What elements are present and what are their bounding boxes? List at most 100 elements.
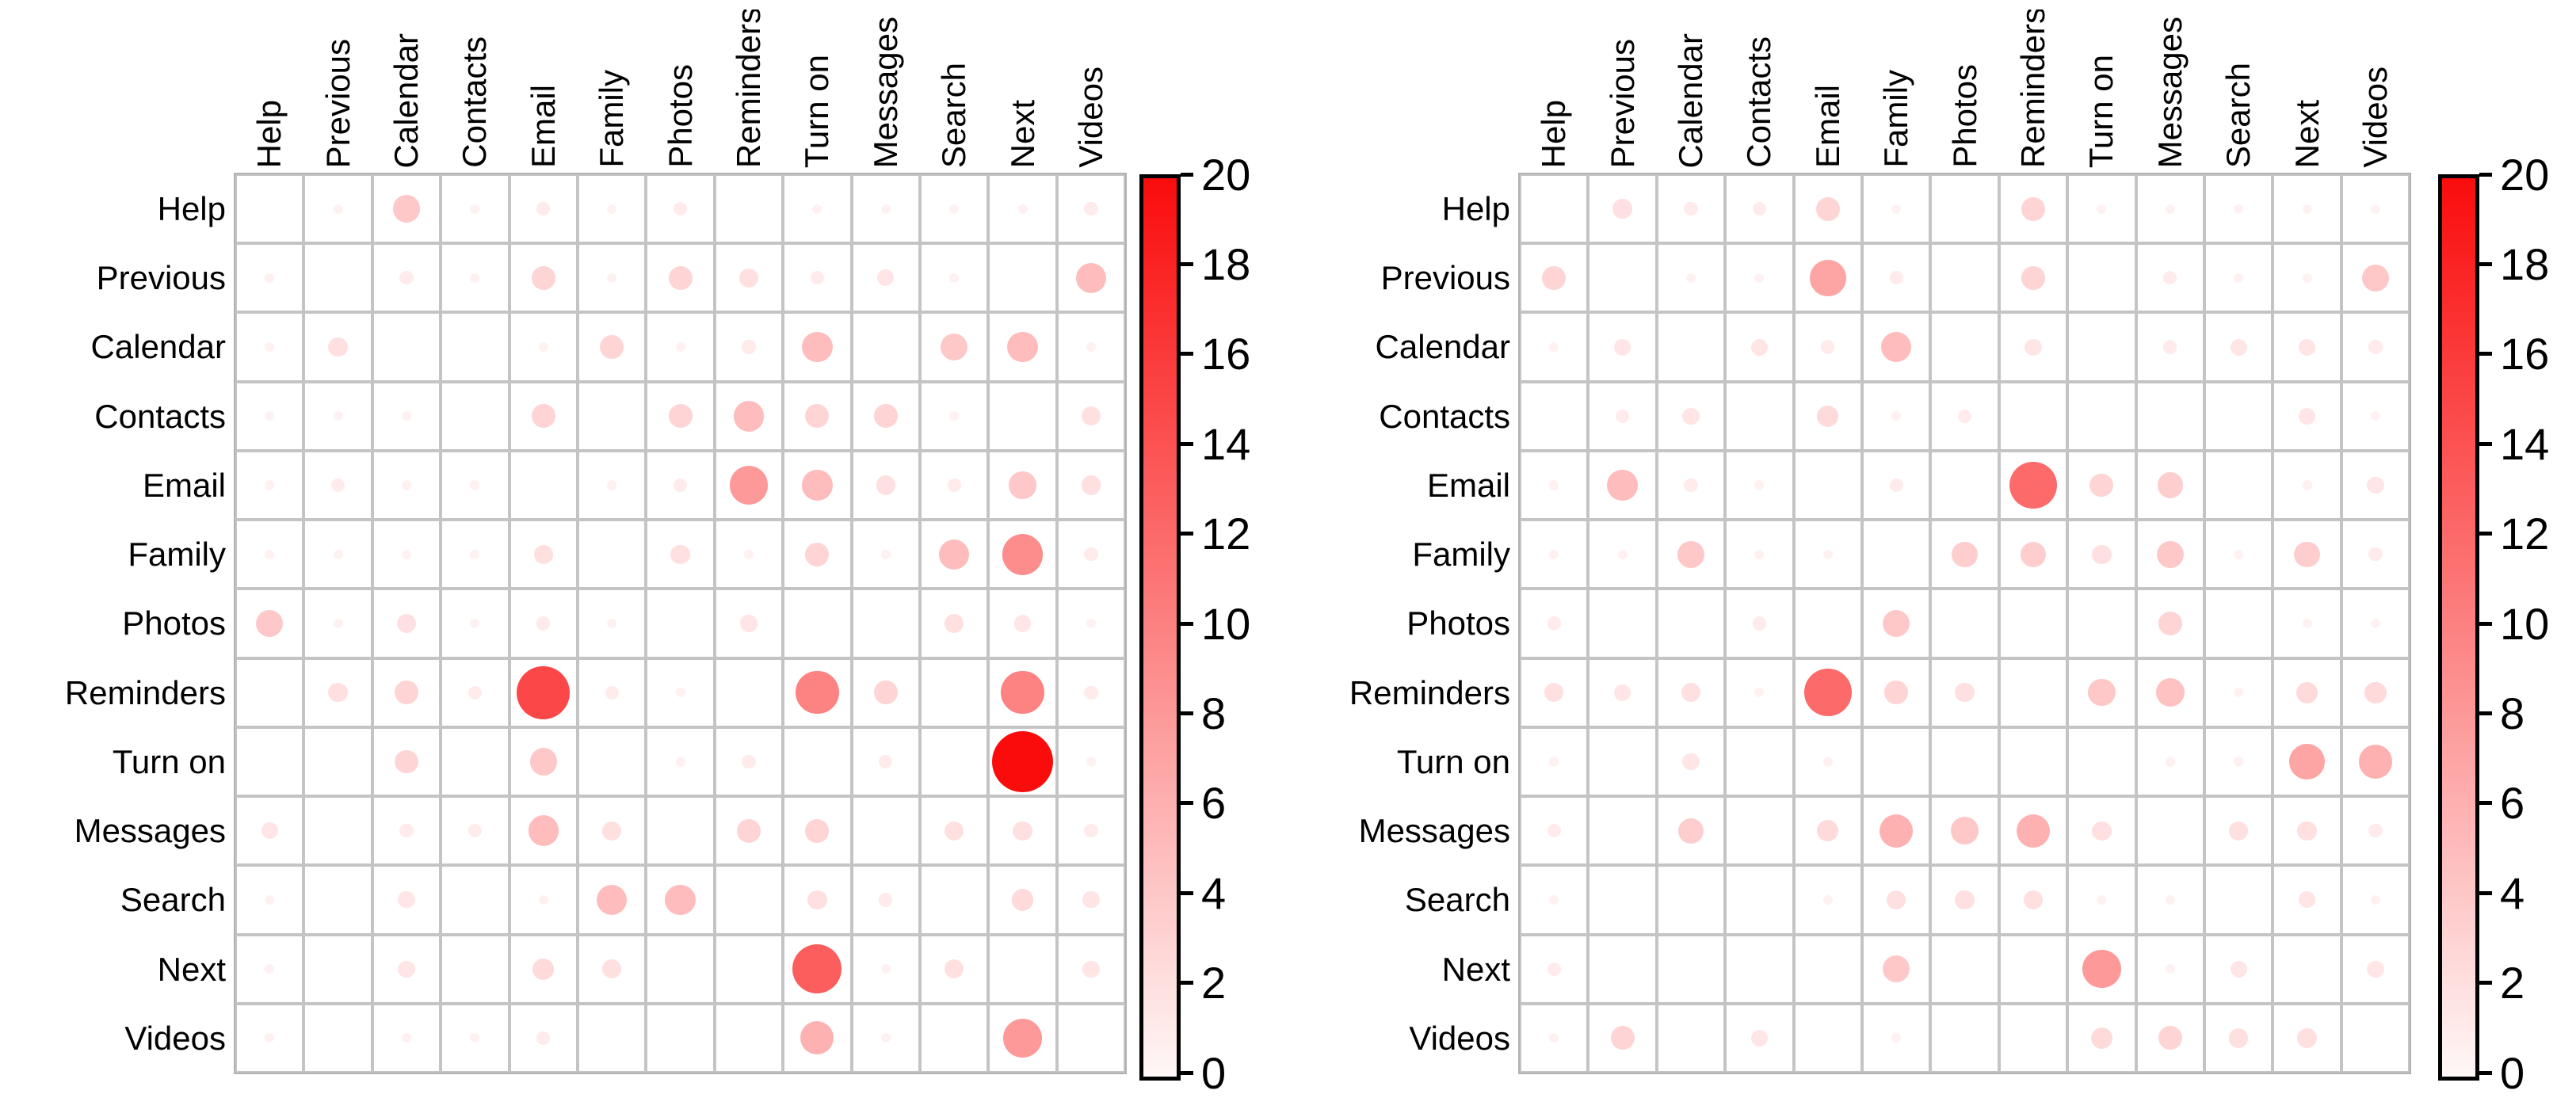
matrix-cell: [2204, 865, 2273, 935]
bubble: [2097, 204, 2107, 214]
matrix-cell: [509, 796, 578, 866]
row-label-turn-on: Turn on: [1396, 742, 1510, 780]
matrix-cell: [920, 450, 989, 520]
bubble: [1607, 470, 1638, 501]
matrix-cell: [1056, 934, 1126, 1004]
bubble: [1547, 824, 1561, 838]
matrix-cell: [1793, 726, 1862, 797]
colorbar-tick-label: 10: [2500, 598, 2550, 649]
matrix-cell: [2067, 312, 2136, 382]
matrix-cell: [1862, 1003, 1931, 1073]
bubble: [1086, 618, 1097, 629]
bubble: [740, 615, 758, 632]
matrix-cell: [2135, 381, 2204, 451]
colorbar-tick: [2479, 532, 2492, 536]
matrix-cell: [1930, 312, 1999, 382]
column-label-text: Next: [1003, 99, 1041, 168]
bubble: [1682, 753, 1700, 770]
matrix-cell: [2204, 1003, 2273, 1073]
matrix-cell: [2204, 381, 2273, 451]
column-label-text: Contacts: [456, 36, 494, 168]
colorbar-tick-label: 12: [1201, 509, 1251, 559]
bubble: [1821, 340, 1835, 354]
matrix-cell: [2135, 934, 2204, 1004]
bubble: [396, 613, 417, 634]
matrix-cell: [2135, 658, 2204, 727]
column-label-contacts: Contacts: [1725, 10, 1793, 168]
matrix-cell: [1930, 450, 1999, 520]
matrix-cell: [1656, 934, 1726, 1004]
bubble: [1081, 475, 1101, 495]
bubble: [675, 341, 685, 353]
bubble: [812, 204, 822, 214]
bubble: [2368, 824, 2383, 838]
matrix-cell: [235, 243, 304, 313]
matrix-cell: [1998, 1003, 2068, 1073]
matrix-cell: [235, 1003, 304, 1073]
matrix-cell: [783, 865, 852, 935]
bubble: [538, 341, 548, 353]
matrix-cell: [1998, 589, 2068, 658]
bubble: [742, 340, 756, 354]
matrix-cell: [646, 934, 715, 1004]
matrix-cell: [851, 243, 920, 313]
matrix-cell: [646, 726, 715, 797]
matrix-cell: [1862, 865, 1931, 935]
colorbar-tick: [2479, 981, 2492, 985]
matrix-grid-frame: [234, 173, 1128, 1074]
bubble: [2092, 821, 2112, 841]
matrix-cell: [920, 934, 989, 1004]
bubble: [945, 959, 964, 979]
bubble: [1007, 331, 1038, 363]
matrix-cell: [1930, 520, 1999, 589]
bubble: [333, 618, 343, 629]
row-label-next: Next: [1441, 950, 1510, 988]
matrix-cell: [1056, 589, 1126, 658]
bubble: [1889, 271, 1903, 285]
bubble: [1614, 684, 1631, 701]
bubble: [673, 478, 688, 493]
colorbar-tick: [1181, 711, 1193, 715]
matrix-cell: [1998, 658, 2068, 727]
matrix-cell: [2204, 796, 2273, 866]
matrix-cell: [646, 381, 715, 451]
matrix-cell: [2067, 520, 2136, 589]
colorbar-tick-label: 0: [2500, 1047, 2525, 1098]
bubble: [1086, 341, 1097, 353]
colorbar-tick: [1181, 1070, 1193, 1075]
matrix-cell: [1588, 865, 1657, 935]
matrix-grid-frame: [1518, 173, 2412, 1074]
matrix-cell: [1725, 450, 1794, 520]
matrix-cell: [783, 174, 852, 244]
bubble: [800, 1021, 834, 1055]
matrix-cell: [1588, 934, 1657, 1004]
bubble: [1544, 683, 1564, 703]
bubble: [528, 815, 559, 846]
matrix-cell: [303, 865, 372, 935]
bubble: [401, 1033, 412, 1043]
row-label-contacts: Contacts: [94, 397, 226, 435]
matrix-cell: [2135, 726, 2204, 797]
bubble: [529, 748, 557, 776]
column-label-next: Next: [2273, 10, 2341, 168]
bubble: [605, 685, 619, 700]
bubble: [1003, 1019, 1042, 1058]
bubble: [668, 404, 693, 429]
matrix-cell: [578, 450, 647, 520]
bubble: [607, 204, 617, 214]
matrix-cell: [1588, 450, 1657, 520]
bubble: [2299, 407, 2316, 425]
matrix-cell: [1793, 520, 1862, 589]
bubble: [265, 341, 275, 353]
bubble: [1891, 411, 1902, 421]
matrix-cell: [303, 658, 372, 727]
bubble: [328, 683, 348, 703]
bubble: [2165, 964, 2175, 974]
bubble: [1677, 818, 1704, 844]
matrix-cell: [1520, 658, 1589, 727]
matrix-cell: [646, 589, 715, 658]
matrix-cell: [235, 450, 304, 520]
matrix-cell: [988, 1003, 1057, 1073]
column-label-text: Reminders: [2013, 10, 2051, 168]
